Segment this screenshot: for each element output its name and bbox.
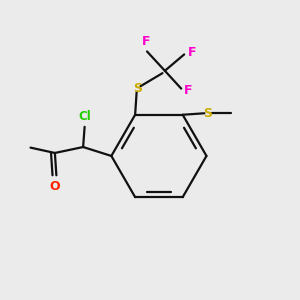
Text: S: S bbox=[134, 82, 142, 95]
Text: Cl: Cl bbox=[78, 110, 91, 123]
Text: S: S bbox=[203, 107, 212, 120]
Text: O: O bbox=[49, 180, 60, 193]
Text: F: F bbox=[188, 46, 196, 59]
Text: F: F bbox=[142, 35, 150, 48]
Text: F: F bbox=[184, 84, 193, 97]
